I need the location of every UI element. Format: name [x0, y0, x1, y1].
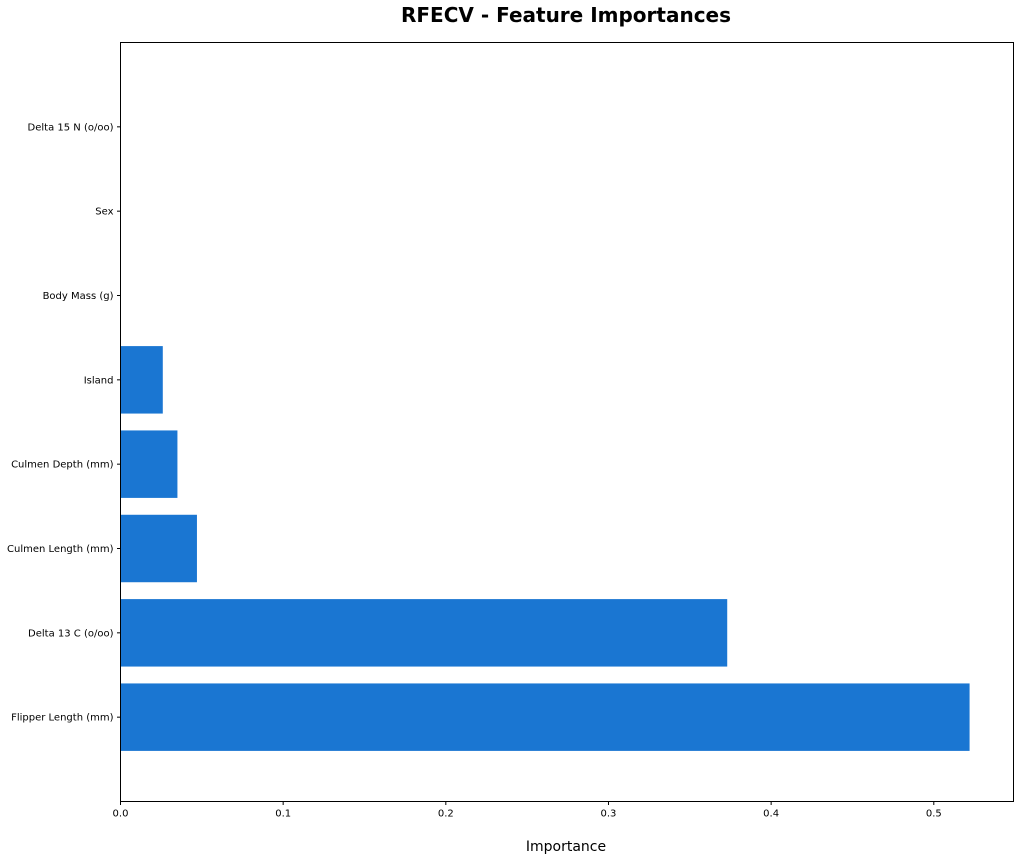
plot-frame — [120, 42, 1014, 802]
bar-island — [120, 346, 163, 414]
chart-title: RFECV - Feature Importances — [401, 3, 731, 27]
bar-culmen-length-mm — [120, 514, 197, 583]
y-axis-ticks: Flipper Length (mm) Delta 13 C (o/oo) Culm… — [7, 122, 121, 724]
y-tick-label: Body Mass (g) — [43, 291, 114, 302]
y-tick-label: Sex — [95, 207, 113, 218]
bar-flipper-length-mm — [120, 683, 970, 751]
y-tick-label: Island — [84, 375, 114, 386]
x-tick-label: 0.4 — [763, 809, 779, 820]
bars-layer — [120, 346, 970, 751]
y-tick-label: Delta 13 C (o/oo) — [28, 628, 114, 639]
x-tick-label: 0.5 — [926, 809, 942, 820]
y-tick-label: Culmen Depth (mm) — [11, 460, 114, 471]
bar-delta-13-c-o-oo — [120, 599, 728, 667]
x-tick-label: 0.3 — [601, 809, 617, 820]
x-tick-label: 0.1 — [275, 809, 291, 820]
x-axis-ticks: 0.0 0.1 0.2 0.3 0.4 0.5 — [113, 801, 942, 820]
x-tick-label: 0.2 — [438, 809, 454, 820]
y-tick-label: Delta 15 N (o/oo) — [28, 122, 114, 133]
x-tick-label: 0.0 — [113, 809, 129, 820]
y-tick-label: Flipper Length (mm) — [11, 713, 114, 724]
bar-culmen-depth-mm — [120, 430, 178, 498]
y-tick-label: Culmen Length (mm) — [7, 544, 114, 555]
x-axis-label: Importance — [526, 839, 606, 855]
